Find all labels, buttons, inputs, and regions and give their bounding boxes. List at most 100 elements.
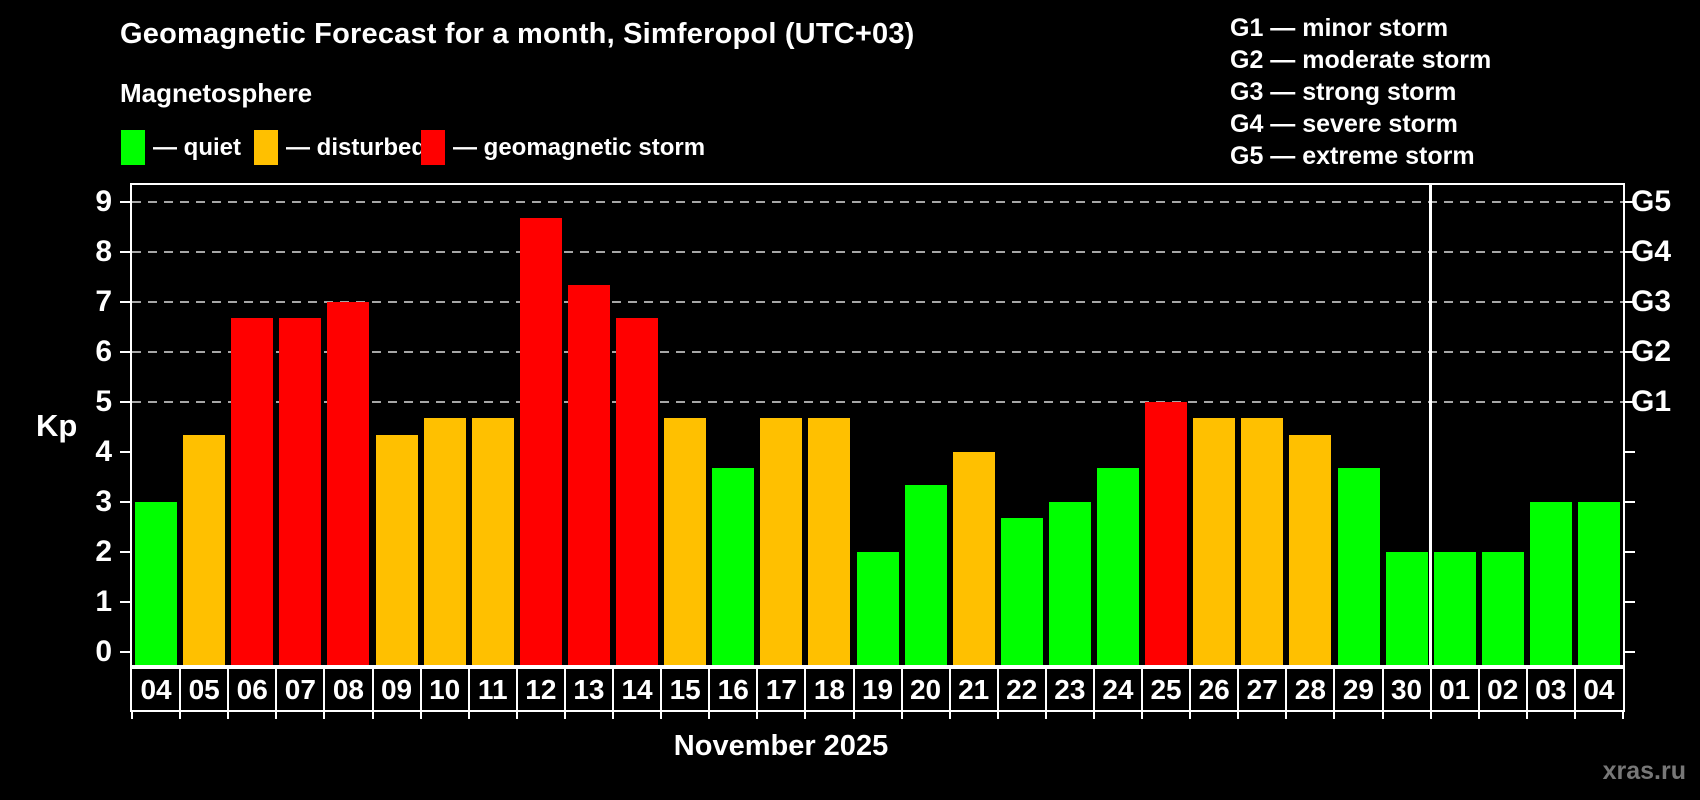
date-label-nov-15: 15 (669, 674, 701, 705)
y-tick-right-0 (1625, 650, 1635, 653)
kp-bar-14 (616, 318, 658, 665)
g-scale-legend-line-3: G3 — strong storm (1230, 78, 1457, 106)
date-cell-divider (612, 669, 614, 710)
y-tick-left-1 (120, 600, 130, 603)
x-boundary-tick (948, 712, 951, 719)
x-boundary-tick (612, 712, 614, 719)
kp-bar-13 (567, 285, 610, 665)
y-axis-title: Kp (36, 408, 78, 443)
x-boundary-tick (996, 712, 999, 719)
date-label-nov-07: 07 (284, 674, 316, 705)
y-tick-label-0: 0 (95, 634, 112, 668)
g-scale-legend-line-5: G5 — extreme storm (1230, 142, 1475, 170)
date-cell-divider (1429, 669, 1432, 710)
x-boundary-tick (1429, 712, 1432, 719)
chart-subtitle: Magnetosphere (120, 78, 313, 108)
x-boundary-tick (1573, 712, 1576, 719)
y-tick-label-7: 7 (95, 284, 112, 318)
y-tick-label-4: 4 (95, 434, 112, 468)
gridline-kp6 (132, 350, 1623, 353)
gridline-kp8 (132, 250, 1623, 253)
y-tick-right-8 (1625, 250, 1635, 253)
y-tick-right-9 (1625, 200, 1635, 203)
g-axis-label-G3: G3 (1631, 284, 1672, 318)
date-cell-divider (1381, 669, 1384, 710)
kp-bar-11 (471, 418, 514, 665)
kp-bar-29 (1337, 468, 1380, 665)
y-tick-right-5 (1625, 400, 1635, 403)
date-label-dec-04: 04 (1583, 674, 1615, 705)
x-boundary-tick (1525, 712, 1528, 719)
x-boundary-tick (1141, 712, 1143, 719)
kp-bar-22 (1000, 518, 1043, 665)
month-separator-line (1429, 185, 1433, 665)
x-boundary-tick (179, 712, 182, 719)
date-label-nov-28: 28 (1294, 674, 1326, 705)
x-boundary-tick (1622, 712, 1624, 719)
x-boundary-tick (515, 712, 518, 719)
date-cell-divider (756, 669, 759, 710)
y-tick-left-5 (120, 400, 130, 403)
x-axis-title: November 2025 (673, 730, 889, 762)
disturbed-color-swatch-icon (254, 130, 278, 165)
date-cell-divider (1189, 669, 1192, 710)
g-scale-legend-line-2: G2 — moderate storm (1230, 46, 1492, 74)
date-label-nov-18: 18 (813, 674, 846, 705)
date-cell-divider (708, 669, 711, 710)
kp-bar-21 (952, 451, 995, 665)
x-boundary-tick (708, 712, 711, 719)
y-tick-left-9 (120, 200, 130, 203)
gridline-kp5 (132, 400, 1623, 403)
date-label-nov-22: 22 (1006, 674, 1038, 705)
date-label-nov-06: 06 (236, 674, 268, 705)
date-cell-divider (467, 669, 470, 710)
y-tick-right-1 (1625, 600, 1635, 603)
chart-title: Geomagnetic Forecast for a month, Simfer… (120, 18, 915, 50)
x-boundary-tick (275, 712, 278, 719)
g-axis-label-G2: G2 (1631, 334, 1672, 368)
date-label-nov-30: 30 (1390, 674, 1423, 705)
date-label-nov-20: 20 (909, 674, 942, 705)
date-cell-divider (227, 669, 230, 710)
g-scale-legend-line-4: G4 — severe storm (1230, 110, 1458, 138)
date-label-nov-08: 08 (332, 674, 365, 705)
kp-bar-26 (1193, 418, 1236, 665)
x-boundary-tick (1092, 712, 1095, 719)
kp-bar-19 (856, 551, 899, 665)
date-cell-divider (660, 669, 663, 710)
y-tick-right-4 (1625, 450, 1635, 453)
kp-bar-12 (519, 218, 562, 665)
date-label-nov-16: 16 (717, 674, 749, 705)
date-label-nov-11: 11 (477, 674, 508, 705)
kp-bar-01 (1433, 551, 1476, 665)
g-scale-legend-line-1: G1 — minor storm (1230, 14, 1449, 42)
date-cell-divider (563, 669, 566, 710)
kp-bar-05 (183, 435, 226, 665)
watermark: xras.ru (1602, 757, 1686, 785)
date-label-nov-26: 26 (1198, 674, 1230, 705)
date-cell-divider (323, 669, 326, 710)
date-label-nov-27: 27 (1246, 674, 1278, 705)
x-boundary-tick (1333, 712, 1336, 719)
y-tick-left-2 (120, 550, 130, 553)
date-cell-divider (1092, 669, 1095, 710)
date-label-nov-14: 14 (621, 674, 653, 705)
g-scale-legend: G1 — minor storm G2 — moderate storm G3 — … (1230, 12, 1491, 172)
date-cell-divider (1044, 669, 1047, 710)
date-label-nov-24: 24 (1102, 674, 1134, 705)
date-label-nov-04: 04 (140, 674, 172, 705)
date-cell-divider (1285, 669, 1288, 710)
kp-bar-07 (279, 318, 322, 665)
y-tick-left-0 (120, 650, 130, 653)
kp-bar-03 (1529, 501, 1572, 665)
kp-bar-09 (375, 435, 418, 665)
y-tick-label-3: 3 (95, 484, 112, 518)
date-label-nov-12: 12 (525, 674, 557, 705)
date-label-nov-25: 25 (1150, 674, 1182, 705)
g-axis-label-G5: G5 (1631, 184, 1672, 218)
y-tick-right-7 (1625, 300, 1635, 303)
kp-bar-15 (664, 418, 707, 665)
y-tick-right-6 (1625, 350, 1635, 353)
date-cell-divider (275, 669, 278, 710)
